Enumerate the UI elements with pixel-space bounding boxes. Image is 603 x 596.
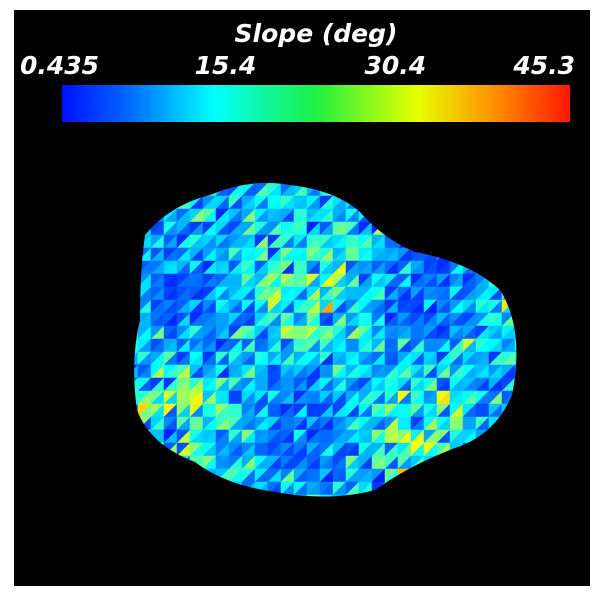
colorbar-tick-label: 45.3 [512, 51, 575, 80]
colorbar-title: Slope (deg) [235, 19, 398, 48]
render-view: Slope (deg) 0.435 15.4 30.4 45.3 [0, 0, 603, 596]
colorbar-tick-label: 0.435 [20, 51, 99, 80]
colorbar [62, 85, 570, 122]
colorbar-tick-label: 30.4 [364, 51, 426, 80]
colorbar-tick-label: 15.4 [195, 51, 257, 80]
